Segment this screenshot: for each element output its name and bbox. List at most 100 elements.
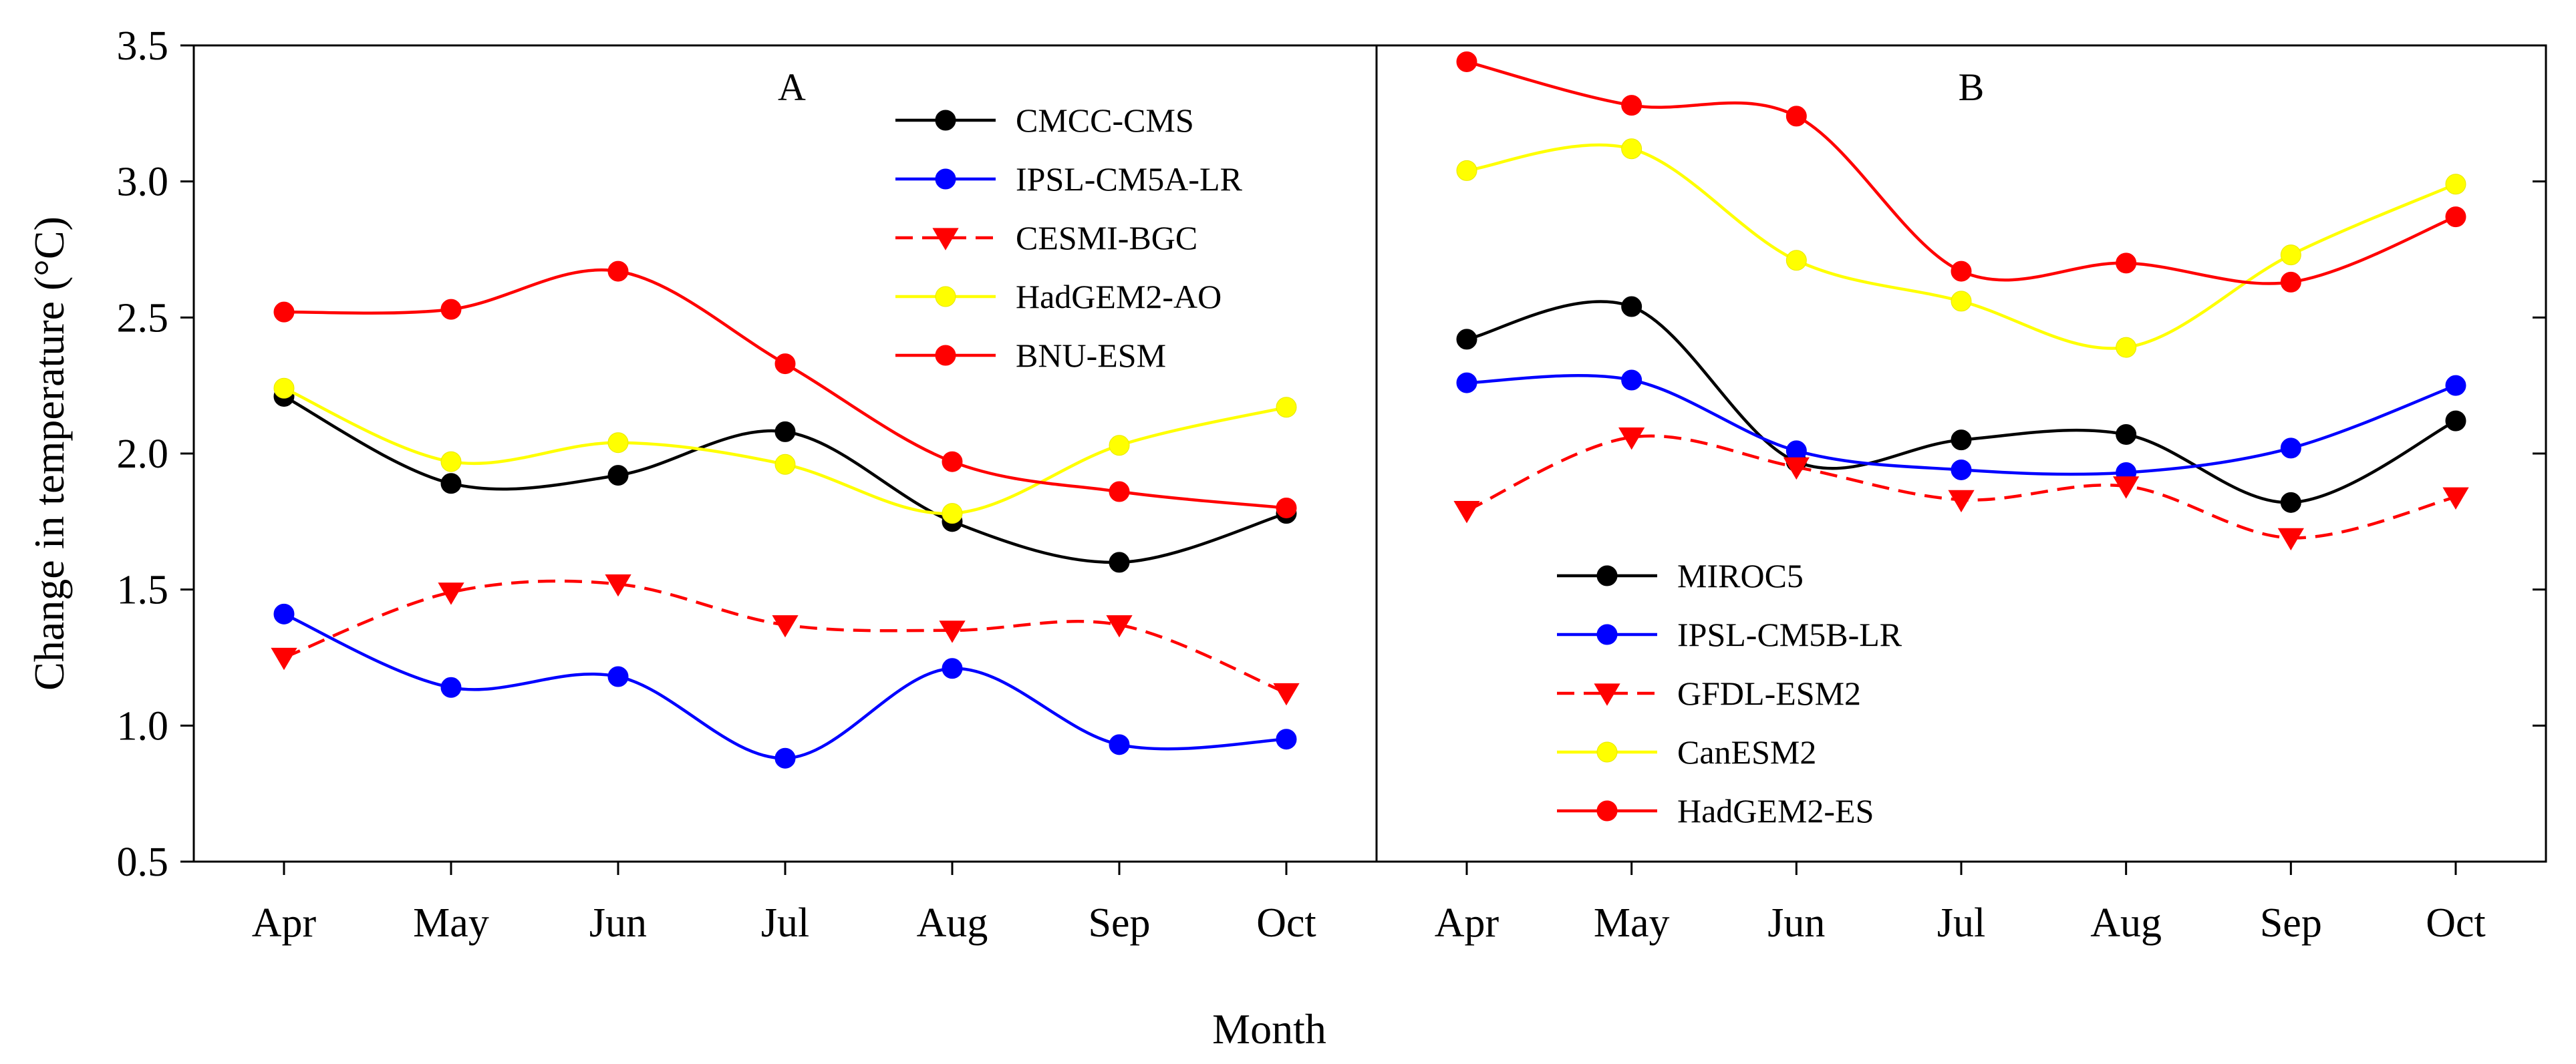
data-point	[2116, 252, 2137, 274]
legend-label: CESMI-BGC	[1016, 219, 1197, 256]
legend-marker	[1594, 683, 1620, 706]
data-point	[1785, 106, 1807, 127]
data-point	[1109, 734, 1130, 755]
x-tick-label: Jun	[1767, 900, 1825, 946]
y-tick-label: 3.0	[117, 160, 169, 205]
data-point	[607, 260, 629, 282]
data-point	[1456, 160, 1477, 181]
data-point	[2280, 271, 2301, 293]
x-tick-label: Apr	[252, 900, 317, 946]
data-point	[2116, 337, 2137, 358]
data-point	[774, 454, 796, 475]
series-layer	[271, 51, 2469, 769]
x-tick-label: May	[413, 900, 489, 946]
legend-marker	[932, 228, 959, 250]
x-tick-label: Sep	[1089, 900, 1151, 946]
x-tick-label: Aug	[917, 900, 988, 946]
data-point	[2442, 487, 2469, 510]
series-line	[1466, 434, 2456, 540]
y-tick-label: 1.0	[117, 703, 169, 749]
data-point	[774, 421, 796, 442]
data-point	[1951, 459, 1972, 480]
data-point	[1106, 615, 1133, 638]
data-point	[2280, 244, 2301, 266]
x-tick-label: Jul	[761, 900, 809, 946]
axes: 0.5 1.0 1.5 2.0 2.5 3.0 3.5 Month Change in temp…	[25, 23, 2546, 1053]
data-point	[605, 574, 631, 597]
legends: CMCC-CMS IPSL-CM5A-LR CESMI-BGC HadGEM2-AO B…	[895, 102, 1902, 830]
data-point	[1951, 429, 1972, 451]
data-point	[1618, 427, 1645, 450]
series-line	[1466, 143, 2456, 350]
y-tick-label: 2.5	[117, 295, 169, 341]
legend-marker	[1596, 800, 1618, 822]
y-tick-label: 0.5	[117, 840, 169, 885]
x-tick-label: Oct	[1256, 900, 1316, 946]
data-point	[2280, 492, 2301, 513]
x-axis-title: Month	[1212, 1005, 1326, 1053]
data-point	[440, 451, 462, 472]
data-point	[2445, 375, 2466, 396]
legend-label: HadGEM2-ES	[1677, 792, 1874, 830]
legend-marker	[935, 168, 956, 190]
data-point	[1783, 457, 1810, 480]
data-point	[774, 747, 796, 769]
series-gfdl-esm2	[1453, 427, 2469, 551]
series-ipsl-cm5b-lr	[1456, 369, 2466, 484]
data-point	[1948, 490, 1975, 513]
legend-marker	[1596, 565, 1618, 586]
data-point	[273, 603, 295, 625]
data-point	[1456, 51, 1477, 72]
data-point	[2116, 423, 2137, 445]
legend-marker	[1596, 741, 1618, 763]
data-point	[2280, 437, 2301, 459]
data-point	[1621, 296, 1642, 317]
legend-label: CanESM2	[1677, 733, 1816, 771]
data-point	[2113, 476, 2140, 499]
data-point	[1456, 372, 1477, 393]
data-point	[271, 647, 297, 671]
data-point	[607, 432, 629, 454]
legend-panel-a: CMCC-CMS IPSL-CM5A-LR CESMI-BGC HadGEM2-AO B…	[895, 102, 1243, 374]
data-point	[774, 353, 796, 375]
data-point	[1273, 683, 1300, 706]
data-point	[1951, 291, 1972, 312]
data-point	[942, 451, 963, 472]
legend-label: IPSL-CM5B-LR	[1677, 616, 1902, 653]
legend-label: IPSL-CM5A-LR	[1016, 160, 1243, 198]
data-point	[607, 465, 629, 486]
data-point	[2445, 206, 2466, 228]
series-line	[1466, 374, 2456, 476]
legend-marker	[935, 286, 956, 307]
legend-marker	[1596, 624, 1618, 645]
data-point	[1276, 497, 1297, 518]
data-point	[2277, 528, 2304, 551]
x-tick-label: May	[1594, 900, 1670, 946]
data-point	[1453, 501, 1480, 524]
x-tick-label: Sep	[2260, 900, 2322, 946]
legend-label: BNU-ESM	[1016, 337, 1166, 374]
series-hadgem2-ao	[273, 377, 1297, 524]
data-point	[440, 299, 462, 320]
legend-marker	[935, 345, 956, 366]
data-point	[1621, 138, 1642, 160]
data-point	[1951, 260, 1972, 282]
legend-label: MIROC5	[1677, 557, 1804, 594]
data-point	[1276, 729, 1297, 750]
data-point	[1621, 369, 1642, 391]
data-point	[440, 677, 462, 698]
data-point	[942, 658, 963, 679]
legend-label: GFDL-ESM2	[1677, 675, 1861, 712]
data-point	[772, 615, 799, 638]
data-point	[2445, 174, 2466, 195]
data-point	[1109, 481, 1130, 502]
x-tick-label: Aug	[2090, 900, 2162, 946]
series-cmcc-cms	[273, 385, 1297, 573]
series-bnu-esm	[273, 260, 1297, 518]
data-point	[273, 301, 295, 323]
data-point	[1109, 552, 1130, 573]
series-cesmi-bgc	[271, 574, 1300, 706]
data-point	[1109, 435, 1130, 456]
legend-label: HadGEM2-AO	[1016, 278, 1222, 315]
